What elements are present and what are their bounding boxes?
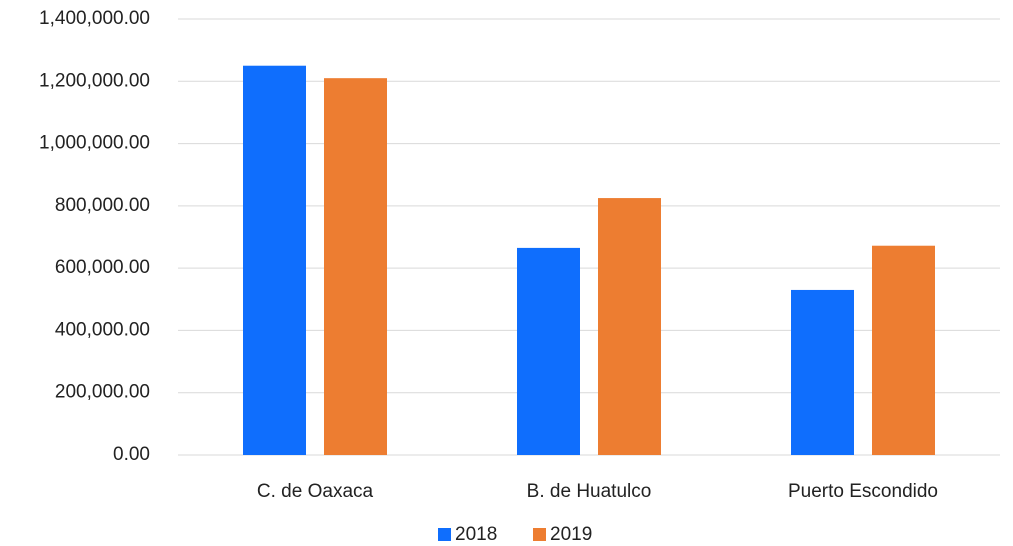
legend-label: 2018 [455,524,497,545]
y-tick-label: 400,000.00 [55,319,150,340]
bar [243,65,306,455]
x-tick-label: C. de Oaxaca [257,481,374,502]
bar [791,289,854,455]
bar [517,247,580,455]
y-tick-label: 1,400,000.00 [39,8,150,29]
y-tick-label: 1,200,000.00 [39,70,150,91]
legend-label: 2019 [550,524,592,545]
x-tick-label: Puerto Escondido [788,481,938,502]
legend-swatch [438,528,451,541]
x-tick-label: B. de Huatulco [527,481,652,502]
y-tick-label: 1,000,000.00 [39,133,150,154]
y-tick-label: 200,000.00 [55,382,150,403]
bar [872,245,935,455]
y-tick-label: 800,000.00 [55,195,150,216]
bar [324,78,387,456]
y-tick-label: 0.00 [113,444,150,465]
legend-swatch [533,528,546,541]
y-tick-label: 600,000.00 [55,257,150,278]
bar [598,198,661,456]
